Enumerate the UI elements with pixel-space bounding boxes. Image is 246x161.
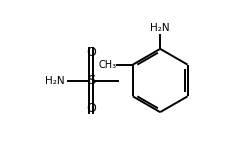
Text: O: O xyxy=(86,102,96,114)
Text: H₂N: H₂N xyxy=(150,23,170,33)
Text: O: O xyxy=(86,47,96,59)
Text: H₂N: H₂N xyxy=(45,76,64,85)
Text: CH₃: CH₃ xyxy=(98,60,116,70)
Text: S: S xyxy=(87,74,95,87)
